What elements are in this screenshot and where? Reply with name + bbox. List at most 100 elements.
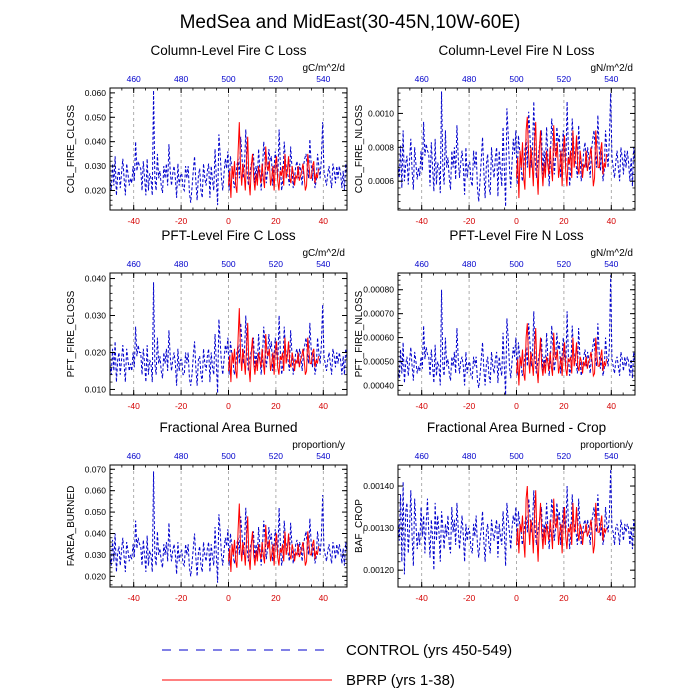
y-tick-label: 0.030: [85, 161, 107, 171]
y-tick-label: 0.020: [85, 185, 107, 195]
x-top-tick-label: 500: [509, 259, 523, 269]
y-tick-label: 0.00120: [363, 565, 394, 575]
y-tick-label: 0.050: [85, 112, 107, 122]
y-tick-label: 0.00140: [363, 481, 394, 491]
x-top-tick-label: 480: [462, 451, 476, 461]
y-tick-label: 0.020: [85, 571, 107, 581]
x-top-tick-label: 460: [127, 259, 141, 269]
y-tick-label: 0.00070: [363, 309, 394, 319]
y-tick-label: 0.00040: [363, 380, 394, 390]
x-top-tick-label: 540: [316, 259, 330, 269]
y-axis-label: BAF_CROP: [354, 499, 365, 553]
x-bottom-tick-label: -40: [128, 401, 141, 411]
x-bottom-tick-label: 0: [514, 401, 519, 411]
series-bprp-line: [516, 323, 608, 386]
x-top-tick-label: 460: [127, 451, 141, 461]
x-top-tick-label: 500: [221, 259, 235, 269]
x-top-tick-label: 480: [462, 74, 476, 84]
panel-5: Fractional Area Burned proportion/y FAREA_…: [66, 420, 348, 603]
x-bottom-tick-label: 40: [607, 401, 617, 411]
y-tick-label: 0.00050: [363, 357, 394, 367]
panel-units: proportion/y: [292, 440, 345, 451]
series-bprp-line: [228, 122, 320, 198]
series-bprp-line: [516, 116, 608, 199]
x-bottom-tick-label: -40: [416, 401, 429, 411]
x-top-tick-label: 460: [415, 259, 429, 269]
x-bottom-tick-label: 0: [226, 401, 231, 411]
y-tick-label: 0.070: [85, 464, 107, 474]
x-bottom-tick-label: 20: [559, 401, 569, 411]
x-top-tick-label: 520: [557, 74, 571, 84]
panel-units: proportion/y: [580, 440, 633, 451]
x-bottom-tick-label: 20: [271, 593, 281, 603]
figure-title: MedSea and MidEast(30-45N,10W-60E): [180, 12, 521, 33]
panel-units: gC/m^2/d: [303, 63, 346, 74]
x-bottom-tick-label: 0: [514, 216, 519, 226]
y-tick-label: 0.0006: [368, 176, 394, 186]
series-bprp-line: [516, 485, 608, 562]
y-tick-label: 0.040: [85, 137, 107, 147]
legend-label-control: CONTROL (yrs 450-549): [346, 642, 512, 659]
y-tick-label: 0.040: [85, 528, 107, 538]
x-bottom-tick-label: 40: [319, 401, 329, 411]
x-top-tick-label: 480: [174, 74, 188, 84]
y-tick-label: 0.0010: [368, 108, 394, 118]
series-bprp-line: [228, 308, 320, 383]
x-bottom-tick-label: -20: [463, 216, 476, 226]
x-bottom-tick-label: -20: [463, 401, 476, 411]
x-bottom-tick-label: 20: [559, 216, 569, 226]
x-top-tick-label: 520: [269, 74, 283, 84]
x-top-tick-label: 540: [316, 451, 330, 461]
panel-1: Column-Level Fire C Loss gC/m^2/d COL_FIRE…: [66, 43, 348, 226]
panel-2: Column-Level Fire N Loss gN/m^2/d COL_FIRE…: [354, 43, 636, 226]
y-axis-label: COL_FIRE_NLOSS: [354, 104, 365, 193]
x-top-tick-label: 500: [221, 74, 235, 84]
x-bottom-tick-label: -40: [128, 593, 141, 603]
x-bottom-tick-label: 20: [559, 593, 569, 603]
y-tick-label: 0.030: [85, 550, 107, 560]
x-top-tick-label: 460: [127, 74, 141, 84]
x-top-tick-label: 540: [316, 74, 330, 84]
y-axis-label: PFT_FIRE_CLOSS: [66, 290, 77, 377]
x-bottom-tick-label: 40: [319, 593, 329, 603]
x-bottom-tick-label: 0: [514, 593, 519, 603]
x-top-tick-label: 540: [604, 259, 618, 269]
legend: CONTROL (yrs 450-549) BPRP (yrs 1-38): [162, 642, 512, 689]
y-tick-label: 0.0008: [368, 142, 394, 152]
x-top-tick-label: 460: [415, 74, 429, 84]
x-bottom-tick-label: 20: [271, 401, 281, 411]
x-bottom-tick-label: -40: [416, 593, 429, 603]
panel-title: Fractional Area Burned - Crop: [427, 420, 606, 435]
y-axis-label: FAREA_BURNED: [66, 486, 77, 567]
panel-4: PFT-Level Fire N Loss gN/m^2/d PFT_FIRE_NL…: [354, 228, 636, 411]
x-bottom-tick-label: 20: [271, 216, 281, 226]
y-tick-label: 0.010: [85, 384, 107, 394]
panel-title: Fractional Area Burned: [159, 420, 297, 435]
panel-units: gN/m^2/d: [591, 63, 634, 74]
x-top-tick-label: 520: [269, 259, 283, 269]
y-tick-label: 0.00130: [363, 523, 394, 533]
x-bottom-tick-label: -20: [463, 593, 476, 603]
y-tick-label: 0.00080: [363, 285, 394, 295]
y-tick-label: 0.060: [85, 486, 107, 496]
series-control-line: [110, 471, 347, 583]
panel-title: Column-Level Fire N Loss: [438, 43, 594, 58]
y-tick-label: 0.040: [85, 274, 107, 284]
panel-title: PFT-Level Fire N Loss: [449, 228, 584, 243]
series-bprp-line: [228, 503, 320, 573]
y-tick-label: 0.030: [85, 311, 107, 321]
x-top-tick-label: 480: [462, 259, 476, 269]
panel-title: PFT-Level Fire C Loss: [161, 228, 296, 243]
panel-units: gN/m^2/d: [591, 248, 634, 259]
series-control-line: [110, 90, 347, 206]
x-top-tick-label: 500: [509, 451, 523, 461]
x-bottom-tick-label: 0: [226, 216, 231, 226]
panel-title: Column-Level Fire C Loss: [150, 43, 306, 58]
x-top-tick-label: 500: [221, 451, 235, 461]
x-bottom-tick-label: 40: [607, 216, 617, 226]
y-axis-label: PFT_FIRE_NLOSS: [354, 290, 365, 377]
panel-3: PFT-Level Fire C Loss gC/m^2/d PFT_FIRE_CL…: [66, 228, 348, 411]
x-top-tick-label: 540: [604, 451, 618, 461]
panel-units: gC/m^2/d: [303, 248, 346, 259]
